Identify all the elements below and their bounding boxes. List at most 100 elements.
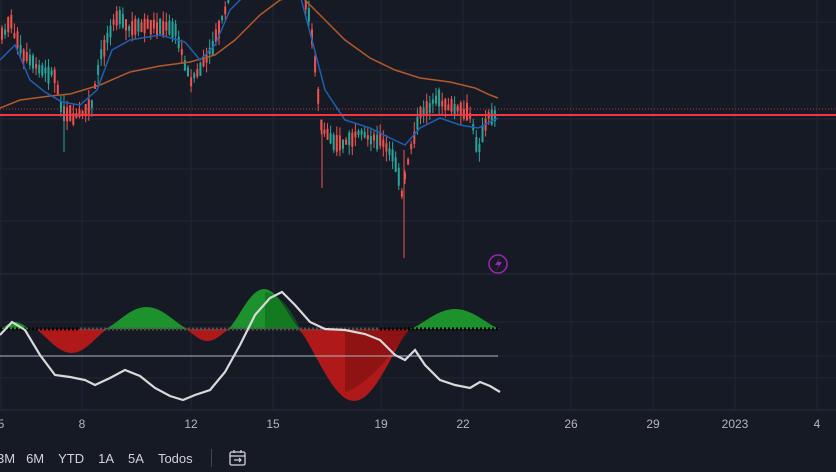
range-1y-button[interactable]: 1A	[98, 450, 115, 466]
candle-body	[453, 103, 456, 116]
candle-body	[441, 100, 444, 107]
candle-body	[335, 135, 338, 152]
candle-body	[224, 6, 227, 15]
time-axis-label: 26	[564, 417, 578, 431]
candle-body	[323, 129, 326, 134]
candle-body	[118, 10, 121, 25]
time-axis-label: 22	[456, 417, 470, 431]
candle-body	[121, 14, 124, 28]
candle-body	[447, 104, 450, 111]
candle-body	[462, 109, 465, 119]
candle-body	[218, 20, 220, 39]
candle-body	[332, 134, 335, 150]
candle-body	[183, 60, 186, 71]
candle-body	[1, 27, 3, 40]
candle-body	[376, 134, 379, 150]
candle-body	[444, 98, 447, 111]
range-ytd-button[interactable]: YTD	[58, 450, 85, 466]
candle-body	[38, 64, 41, 74]
candle-body	[103, 39, 106, 57]
candle-body	[363, 131, 366, 138]
candle-body	[97, 64, 100, 76]
candle-body	[450, 99, 453, 112]
candle-body	[394, 157, 397, 172]
time-axis-label: 8	[78, 417, 86, 431]
candle-body	[56, 84, 59, 95]
date-range-icon[interactable]	[228, 449, 248, 467]
candle-body	[84, 103, 87, 115]
range-all-button[interactable]: Todos	[157, 450, 193, 466]
candle-body	[459, 102, 462, 116]
candle-body	[478, 144, 481, 153]
candle-body	[373, 134, 375, 141]
candle-body	[314, 56, 317, 73]
candle-body	[69, 105, 72, 121]
oscillator-area-positive	[410, 309, 500, 329]
candle-body	[214, 29, 217, 42]
candle-body	[196, 69, 199, 77]
candle-body	[90, 100, 93, 109]
candle-body	[134, 18, 137, 35]
oscillator-pane	[0, 289, 501, 402]
candle-body	[202, 55, 205, 67]
oscillator-shade	[345, 329, 410, 392]
ma-slow-line	[0, 0, 499, 109]
candle-body	[348, 132, 351, 146]
candle-body	[72, 113, 75, 125]
candle-body	[125, 19, 127, 31]
range-3m-button[interactable]: 3M	[0, 450, 16, 466]
candle-body	[152, 19, 155, 29]
ma-fast-line	[0, 0, 499, 146]
oscillator-signal-line	[0, 290, 501, 402]
candle-body	[338, 135, 341, 151]
candle-body	[438, 89, 441, 107]
candle-body	[100, 49, 103, 60]
candle-body	[53, 69, 56, 84]
range-5y-button[interactable]: 5A	[128, 450, 144, 466]
candle-body	[379, 132, 382, 146]
candle-body	[490, 109, 493, 125]
range-6m-button[interactable]: 6M	[26, 450, 45, 466]
candle-body	[156, 22, 158, 36]
candle-body	[4, 29, 7, 35]
candle-body	[329, 133, 332, 144]
candle-body	[419, 107, 422, 118]
candle-body	[19, 44, 22, 53]
candle-body	[128, 26, 131, 31]
time-axis-label: 15	[266, 417, 280, 431]
time-axis-label: 5	[0, 417, 5, 431]
candle-body	[28, 54, 31, 66]
lightning-icon[interactable]	[488, 254, 508, 274]
candle-body	[400, 190, 403, 197]
candle-body	[404, 173, 406, 180]
candle-body	[354, 131, 357, 138]
candle-body	[317, 88, 320, 104]
candle-body	[326, 128, 329, 140]
candle-body	[78, 109, 81, 117]
candle-body	[7, 17, 10, 33]
candle-body	[410, 143, 413, 150]
candle-body	[397, 167, 400, 186]
oscillator-area-positive	[105, 307, 188, 329]
candle-body	[413, 131, 416, 144]
candle-body	[360, 130, 363, 135]
candle-body	[385, 143, 388, 152]
candle-body	[425, 101, 428, 115]
candle-body	[50, 70, 53, 75]
price-chart[interactable]	[0, 0, 836, 440]
candle-body	[193, 73, 196, 78]
oscillator-area-negative	[35, 329, 108, 353]
candle-body	[466, 102, 468, 121]
candle-body	[16, 31, 19, 49]
candle-body	[149, 20, 152, 35]
toolbar-divider	[210, 449, 212, 467]
oscillator-shade	[265, 292, 300, 329]
candle-body	[162, 21, 165, 36]
candle-body	[112, 19, 115, 25]
candle-body	[227, 0, 230, 3]
candle-body	[342, 139, 344, 149]
candle-body	[168, 20, 171, 35]
candle-body	[165, 21, 168, 31]
candle-body	[199, 62, 202, 76]
candle-body	[205, 54, 208, 63]
